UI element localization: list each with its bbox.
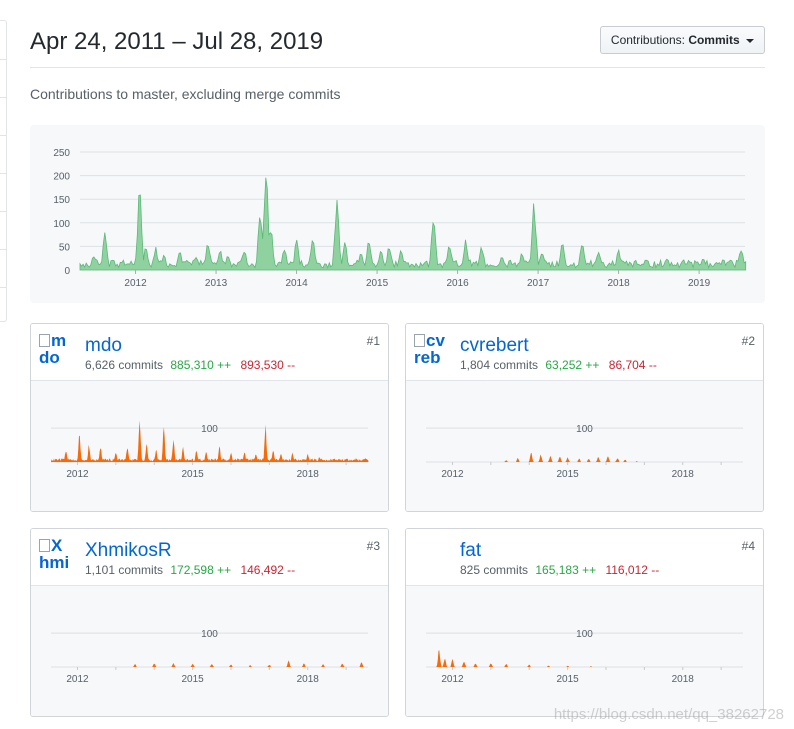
contributor-header: fat 825 commits 165,183 ++ 116,012 -- #4: [406, 529, 763, 586]
main-chart-svg: 250 200 150 100 50 0 2012 2013 2014 2015 2016 2017 2…: [53, 148, 747, 289]
contributor-chart-svg: 100 2012 2015 2018: [426, 424, 744, 480]
contributor-name-link[interactable]: cvrebert: [460, 335, 529, 356]
x-tick-label: 2012: [124, 278, 147, 289]
series-area-XhmikosR: [51, 660, 369, 667]
contributor-stats: 6,626 commits 885,310 ++ 893,530 --: [85, 358, 295, 372]
x-tick-label: 2018: [297, 674, 320, 685]
deletions-count: 116,012 --: [605, 563, 660, 577]
additions-count: 63,252 ++: [545, 358, 600, 372]
x-tick-label: 2018: [672, 674, 695, 685]
deletions-count: 146,492 --: [240, 563, 296, 577]
broken-image-icon: [414, 334, 425, 347]
avatar-alt-text: X: [51, 537, 63, 555]
x-tick-label: 2015: [556, 674, 579, 685]
contributor-header: m do mdo 6,626 commits 885,310 ++ 893,530…: [31, 324, 388, 381]
x-tick-label: 2018: [297, 469, 320, 480]
select-label: Contributions:: [610, 33, 685, 47]
page-subtitle: Contributions to master, excluding merge…: [30, 86, 341, 102]
y-tick-label: 200: [53, 172, 70, 183]
additions-count: 172,598 ++: [170, 563, 232, 577]
y-tick-label: 100: [576, 629, 593, 640]
page-header: Apr 24, 2011 – Jul 28, 2019 Contribution…: [30, 20, 765, 68]
series-area-fat: [426, 650, 744, 667]
additions-count: 885,310 ++: [170, 358, 232, 372]
x-tick-label: 2017: [527, 278, 550, 289]
caret-down-icon: [746, 38, 754, 43]
y-tick-label: 100: [201, 424, 218, 435]
rank-label: #1: [366, 334, 380, 348]
contributor-stats: 1,101 commits 172,598 ++ 146,492 --: [85, 563, 295, 577]
commit-count: 1,101 commits: [85, 563, 164, 577]
avatar[interactable]: cv reb: [414, 332, 452, 374]
contributor-chart-svg: 100 2012 2015 2018: [51, 629, 369, 685]
x-tick-label: 2015: [366, 278, 389, 289]
avatar-alt-text: m: [51, 332, 67, 350]
rank-label: #4: [741, 539, 755, 553]
additions-count: 165,183 ++: [535, 563, 597, 577]
contributor-card: m do mdo 6,626 commits 885,310 ++ 893,530…: [30, 323, 389, 512]
rank-label: #2: [741, 334, 755, 348]
deletions-count: 893,530 --: [240, 358, 296, 372]
x-tick-label: 2012: [66, 674, 89, 685]
deletions-count: 86,704 --: [608, 358, 657, 372]
contributor-chart-area: 100 2012 2015 2018: [31, 381, 388, 511]
x-tick-label: 2015: [181, 469, 204, 480]
series-area-cvrebert: [426, 452, 744, 462]
commit-count: 1,804 commits: [460, 358, 539, 372]
contributions-type-select[interactable]: Contributions: Commits: [599, 26, 765, 54]
left-nav-edge: [0, 20, 7, 322]
y-tick-label: 50: [59, 242, 71, 253]
watermark: https://blog.csdn.net/qq_38262728: [553, 706, 784, 723]
y-tick-label: 250: [53, 148, 70, 159]
x-tick-label: 2012: [441, 674, 464, 685]
broken-image-icon: [39, 539, 50, 552]
y-tick-label: 100: [201, 629, 218, 640]
contributor-chart-svg: 100 2012 2015 2018: [51, 420, 369, 480]
contributor-card: fat 825 commits 165,183 ++ 116,012 -- #4…: [405, 528, 764, 717]
avatar-alt-text: do: [39, 348, 60, 367]
series-area-main: [79, 177, 747, 271]
y-tick-label: 100: [576, 424, 593, 435]
contributor-name-link[interactable]: mdo: [85, 335, 122, 356]
x-tick-label: 2015: [556, 469, 579, 480]
avatar-alt-text: cv: [426, 332, 445, 350]
x-tick-label: 2013: [205, 278, 228, 289]
y-tick-label: 100: [53, 219, 70, 230]
contributor-stats: 1,804 commits 63,252 ++ 86,704 --: [460, 358, 657, 372]
y-tick-label: 0: [64, 266, 70, 277]
x-tick-label: 2015: [181, 674, 204, 685]
avatar[interactable]: m do: [39, 332, 77, 374]
select-value: Commits: [688, 33, 740, 47]
date-range-title: Apr 24, 2011 – Jul 28, 2019: [30, 28, 324, 55]
contributor-chart-svg: 100 2012 2015 2018: [426, 629, 744, 685]
x-tick-label: 2018: [607, 278, 630, 289]
main-contributions-chart: 250 200 150 100 50 0 2012 2013 2014 2015 2016 2017 2…: [30, 125, 765, 303]
commit-count: 6,626 commits: [85, 358, 164, 372]
contributor-name-link[interactable]: fat: [460, 540, 482, 561]
x-tick-label: 2012: [66, 469, 89, 480]
contributor-stats: 825 commits 165,183 ++ 116,012 --: [460, 563, 659, 577]
commit-count: 825 commits: [460, 563, 529, 577]
broken-image-icon: [39, 334, 50, 347]
x-tick-label: 2014: [285, 278, 308, 289]
contributor-chart-area: 100 2012 2015 2018: [406, 586, 763, 716]
x-tick-label: 2018: [672, 469, 695, 480]
y-tick-label: 150: [53, 195, 70, 206]
contributor-name-link[interactable]: XhmikosR: [85, 540, 172, 561]
avatar-alt-text: reb: [414, 348, 441, 367]
contributor-chart-area: 100 2012 2015 2018: [31, 586, 388, 716]
contributor-card: cv reb cvrebert 1,804 commits 63,252 ++ 8…: [405, 323, 764, 512]
avatar-alt-text: hmi: [39, 553, 70, 572]
x-tick-label: 2012: [441, 469, 464, 480]
rank-label: #3: [366, 539, 380, 553]
x-tick-label: 2019: [688, 278, 711, 289]
x-tick-label: 2016: [446, 278, 469, 289]
contributor-chart-area: 100 2012 2015 2018: [406, 381, 763, 511]
contributor-header: cv reb cvrebert 1,804 commits 63,252 ++ 8…: [406, 324, 763, 381]
